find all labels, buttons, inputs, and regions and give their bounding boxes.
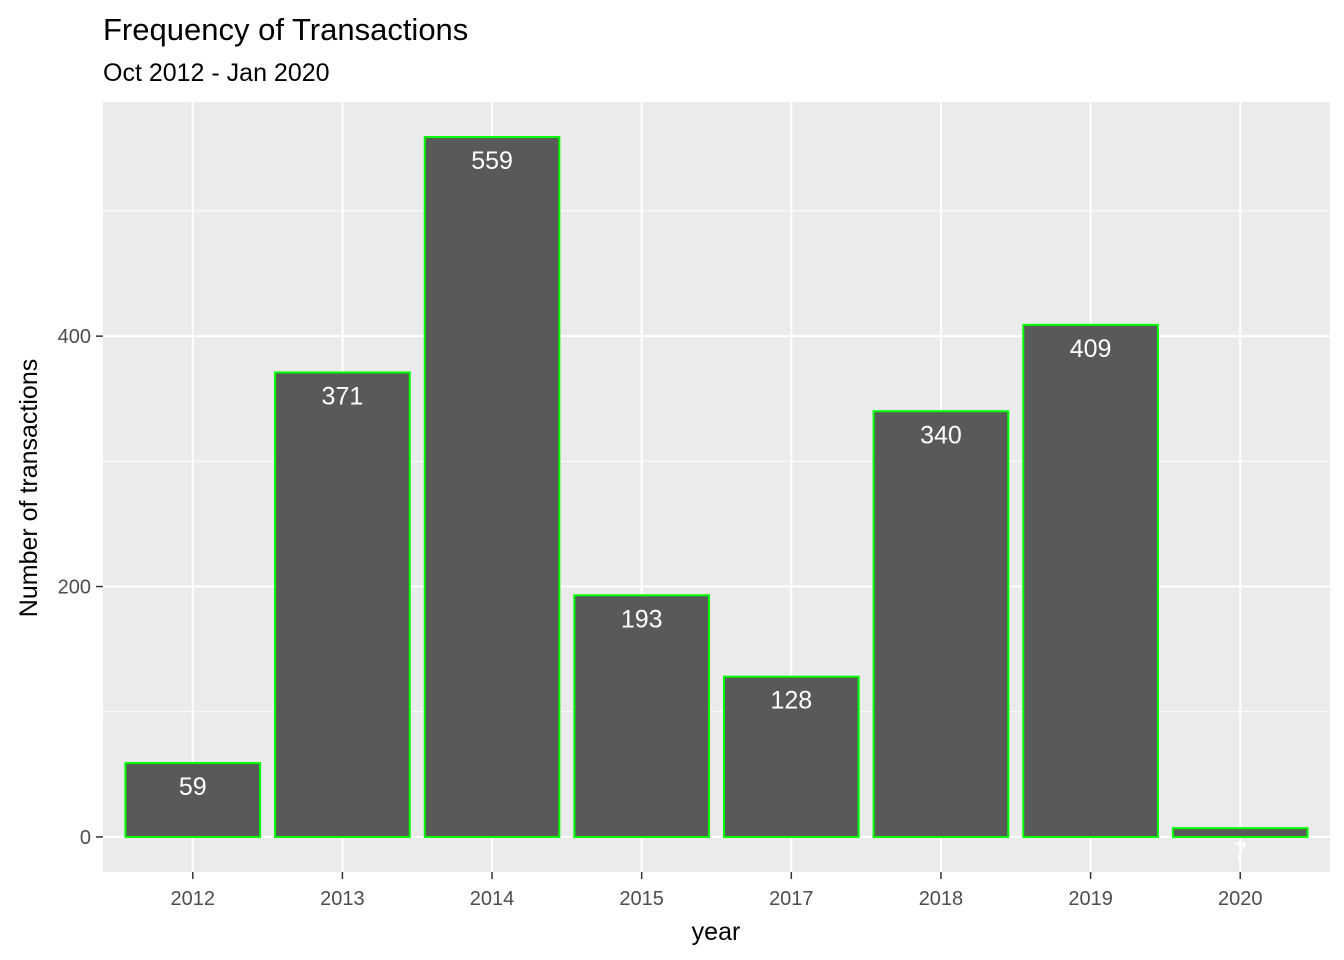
bar-2013 — [274, 371, 411, 838]
data-label-2019: 409 — [1070, 335, 1112, 363]
bars — [124, 136, 1309, 838]
data-label-2015: 193 — [621, 605, 663, 633]
x-tick-label: 2015 — [619, 888, 664, 910]
x-tick-label: 2019 — [1068, 888, 1113, 910]
bar-2019 — [1022, 323, 1159, 838]
y-tick-label: 200 — [58, 577, 91, 599]
data-label-2012: 59 — [179, 773, 207, 801]
y-tick-label: 400 — [58, 326, 91, 348]
chart-subtitle: Oct 2012 - Jan 2020 — [103, 59, 330, 87]
bar-2020 — [1171, 827, 1309, 838]
bar-labels: 59 371 559 193 128 340 409 7 — [179, 147, 1247, 866]
data-label-2013: 371 — [322, 382, 364, 410]
bar-2012 — [124, 762, 262, 838]
data-label-2014: 559 — [471, 147, 513, 175]
bar-2015 — [573, 594, 711, 838]
x-axis-title: year — [692, 918, 741, 946]
x-tick-label: 2017 — [769, 888, 814, 910]
y-tick-label: 0 — [80, 827, 91, 849]
bar-2014 — [423, 136, 561, 838]
x-tick-label: 2012 — [171, 888, 216, 910]
chart-title: Frequency of Transactions — [103, 12, 469, 47]
y-axis-title: Number of transactions — [15, 359, 43, 617]
x-tick-label: 2018 — [919, 888, 964, 910]
data-label-2018: 340 — [920, 421, 962, 449]
data-label-2017: 128 — [770, 687, 812, 715]
x-axis: 2012 2013 2014 2015 2017 2018 2019 2020 — [171, 872, 1263, 910]
data-label-2020: 7 — [1233, 838, 1247, 866]
x-tick-label: 2013 — [320, 888, 365, 910]
bar-2017 — [722, 675, 860, 838]
x-tick-label: 2014 — [470, 888, 515, 910]
bar-2018 — [872, 410, 1010, 838]
x-tick-label: 2020 — [1218, 888, 1263, 910]
y-axis: 0 200 400 — [58, 326, 103, 849]
